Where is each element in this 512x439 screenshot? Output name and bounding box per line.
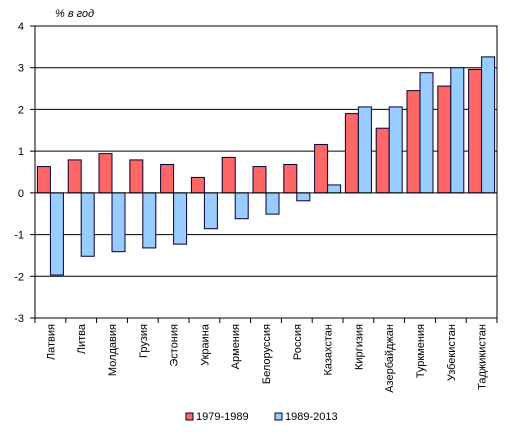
y-tick-label: -2 (14, 271, 24, 283)
y-tick-labels: -3 -2 -1 0 1 2 3 4 (14, 21, 24, 325)
y-tick-label: 0 (18, 188, 24, 200)
bar-1989-2013 (265, 192, 280, 215)
bar-1979-1989 (221, 156, 236, 194)
bar-1989-2013 (481, 56, 496, 194)
bar-1979-1989 (437, 85, 452, 194)
y-tick-label: 4 (18, 21, 24, 33)
bar-1989-2013 (327, 184, 342, 194)
bar-1989-2013 (450, 67, 465, 194)
x-tick-label: Украина (199, 323, 211, 366)
bar-1979-1989 (375, 127, 390, 194)
legend-swatch (274, 412, 283, 421)
bar-1979-1989 (314, 143, 329, 194)
plot-frame (34, 25, 498, 319)
y-tick-label: -3 (14, 313, 24, 325)
x-tick-label: Грузия (138, 324, 150, 358)
x-tick-label: Латвия (45, 324, 57, 360)
bar-1989-2013 (173, 192, 188, 245)
bar-1979-1989 (406, 90, 421, 194)
bar-1989-2013 (234, 192, 249, 220)
x-tick-labels: Латвия Литва Молдавия Грузия Эстония Украина А… (45, 323, 488, 393)
unit-label: % в год (55, 8, 94, 20)
bar-1989-2013 (111, 192, 126, 253)
x-tick-label: Эстония (169, 324, 181, 367)
bar-1979-1989 (98, 153, 113, 194)
bar-1989-2013 (357, 106, 372, 194)
bar-1979-1989 (283, 163, 298, 194)
y-tick-label: -1 (14, 230, 24, 242)
bar-1979-1989 (160, 163, 175, 194)
bar-1989-2013 (419, 72, 434, 194)
y-tick-label: 3 (18, 63, 24, 75)
bar-1979-1989 (344, 113, 359, 194)
axes (30, 25, 498, 323)
x-tick-label: Узбекистан (446, 324, 458, 381)
bar-1989-2013 (49, 192, 64, 276)
bar-1979-1989 (190, 176, 205, 194)
x-tick-label: Киргизия (353, 324, 365, 370)
bar-1989-2013 (142, 192, 157, 249)
bar-1979-1989 (36, 166, 51, 194)
x-tick-label: Белоруссия (261, 324, 273, 384)
x-tick-label: Молдавия (107, 324, 119, 376)
x-tick-label: Азербайджан (384, 324, 396, 393)
x-tick-label: Литва (76, 323, 88, 354)
bar-1979-1989 (468, 68, 483, 194)
legend-label: 1989-2013 (285, 411, 338, 423)
bar-1979-1989 (67, 159, 82, 194)
x-tick-label: Казахстан (323, 324, 335, 376)
legend-swatch (185, 412, 194, 421)
bar-1989-2013 (203, 192, 218, 230)
bar-1979-1989 (129, 159, 144, 194)
bar-1989-2013 (296, 192, 311, 202)
x-tick-label: Туркмения (415, 324, 427, 378)
bar-1989-2013 (388, 106, 403, 194)
bar-1989-2013 (80, 192, 95, 257)
x-tick-label: Россия (292, 324, 304, 360)
legend-label: 1979-1989 (196, 411, 249, 423)
bar-1979-1989 (252, 166, 267, 194)
x-tick-label: Армения (230, 324, 242, 369)
x-tick-label: Таджикистан (477, 324, 489, 390)
y-tick-label: 1 (18, 146, 24, 158)
legend: 1979-1989 1989-2013 (185, 411, 338, 423)
y-tick-label: 2 (18, 104, 24, 116)
